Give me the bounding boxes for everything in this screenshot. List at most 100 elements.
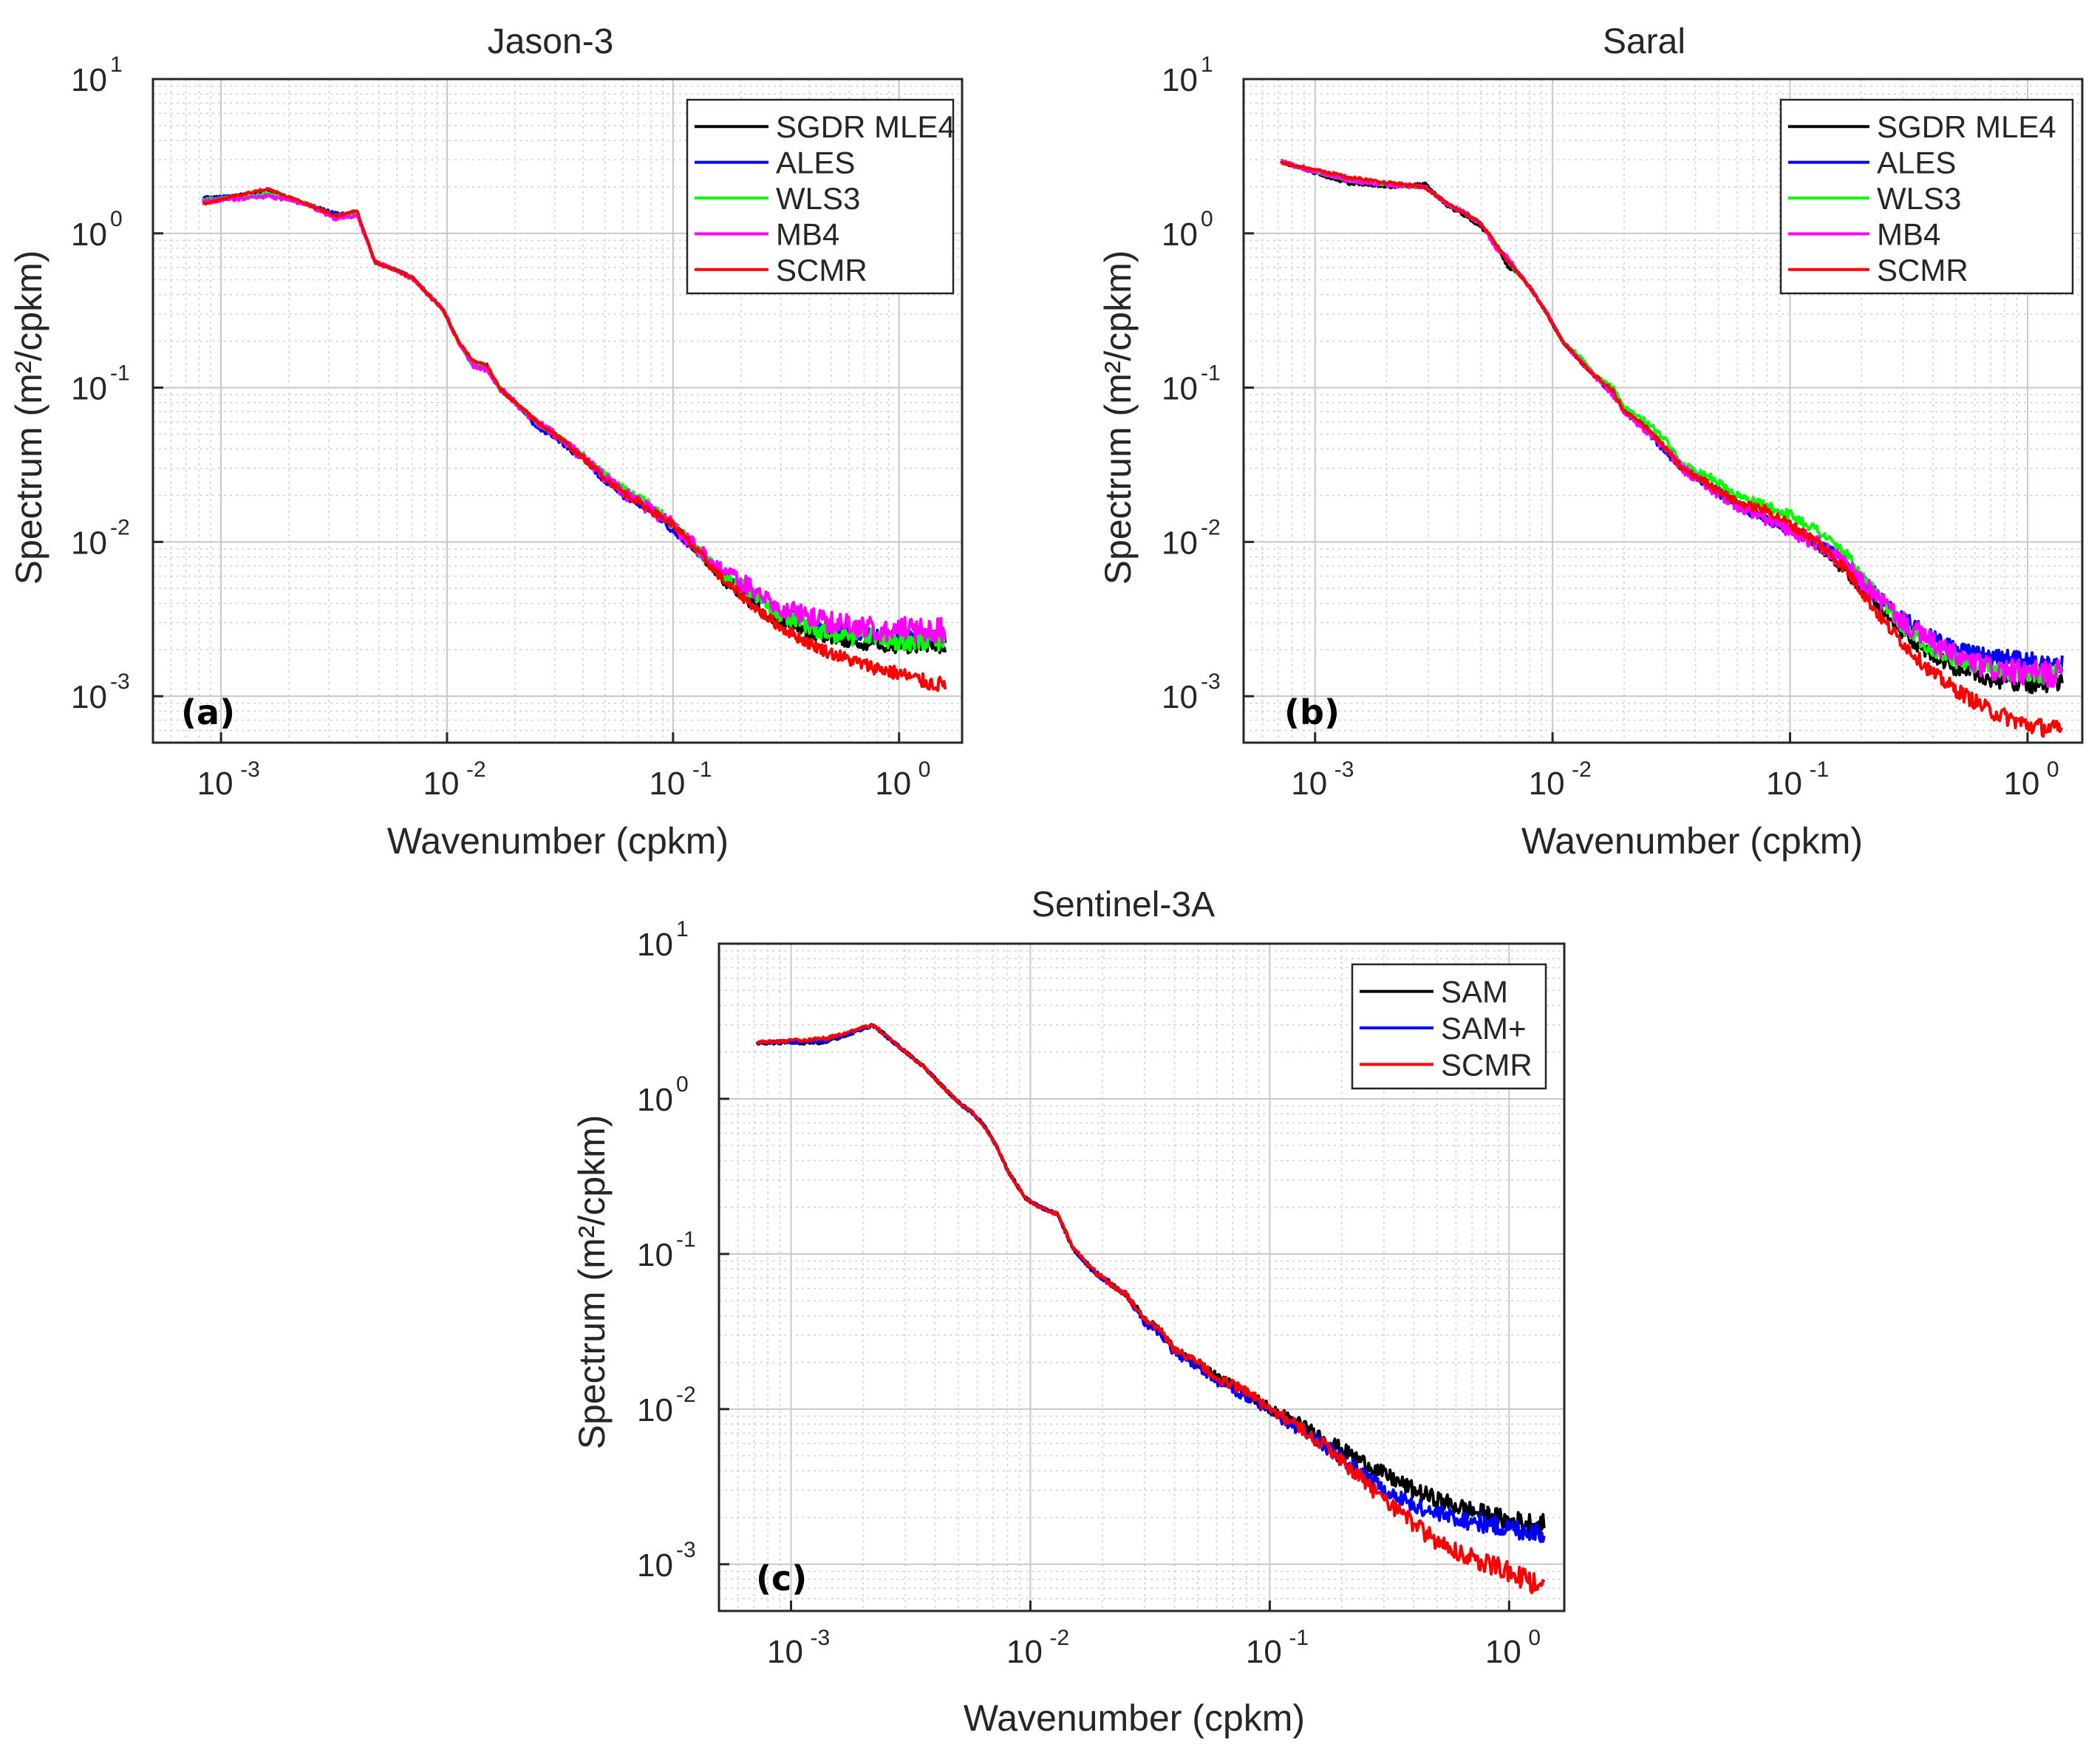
chart-title: Sentinel-3A xyxy=(1032,885,1215,924)
legend-entry-label: SCMR xyxy=(1441,1047,1533,1082)
y-tick-exponent: -1 xyxy=(110,361,130,386)
x-tick-label: 10 xyxy=(649,766,685,802)
legend-entry-label: MB4 xyxy=(776,217,839,251)
x-tick-label: 10 xyxy=(1291,766,1327,802)
legend-entry-label: SGDR MLE4 xyxy=(1877,109,2056,144)
x-tick-exponent: -1 xyxy=(692,757,712,782)
series-group xyxy=(755,1023,1546,1595)
legend-entry-label: ALES xyxy=(1877,146,1956,180)
y-tick-exponent: -1 xyxy=(676,1227,696,1252)
x-tick-exponent: 0 xyxy=(918,757,931,782)
series-line-sam- xyxy=(755,1023,1546,1544)
y-tick-exponent: 1 xyxy=(110,52,123,77)
y-tick-label: 10 xyxy=(637,927,673,963)
panel-label: (c) xyxy=(756,1558,807,1598)
y-tick-label: 10 xyxy=(637,1237,673,1273)
x-tick-labels: 10 -3 10 -2 10 -1 10 0 xyxy=(1291,732,2059,802)
y-tick-label: 10 xyxy=(1162,62,1198,98)
x-tick-label: 10 xyxy=(1006,1634,1043,1670)
y-tick-exponent: -2 xyxy=(110,515,130,539)
x-axis-label: Wavenumber (cpkm) xyxy=(387,820,729,862)
y-axis-label: Spectrum (m²/cpkm) xyxy=(571,1115,613,1450)
axes-box xyxy=(1242,78,2084,744)
panel-label: (b) xyxy=(1284,692,1340,732)
x-tick-label: 10 xyxy=(423,766,459,802)
x-tick-exponent: -3 xyxy=(240,757,260,782)
series-line-sam xyxy=(755,1023,1546,1536)
y-tick-exponent: 0 xyxy=(110,207,123,231)
x-axis-label: Wavenumber (cpkm) xyxy=(1521,820,1863,862)
x-tick-exponent: -3 xyxy=(1334,757,1354,782)
legend-entry-label: SGDR MLE4 xyxy=(776,109,955,144)
x-tick-exponent: 0 xyxy=(2047,757,2059,782)
y-tick-label: 10 xyxy=(71,62,107,98)
y-tick-exponent: 0 xyxy=(1201,207,1213,231)
axes-box xyxy=(717,942,1566,1612)
series-line-scmr xyxy=(202,187,947,692)
y-tick-label: 10 xyxy=(71,217,107,253)
y-tick-label: 10 xyxy=(1162,371,1198,407)
series-group xyxy=(1280,159,2064,738)
legend-entry-label: ALES xyxy=(776,146,855,180)
x-tick-exponent: -2 xyxy=(466,757,486,782)
legend-entry-label: MB4 xyxy=(1877,217,1940,251)
x-tick-label: 10 xyxy=(2003,766,2039,802)
legend-entry-label: WLS3 xyxy=(776,181,860,216)
y-tick-label: 10 xyxy=(1162,525,1198,561)
chart-title: Jason-3 xyxy=(488,22,614,61)
x-tick-label: 10 xyxy=(1485,1634,1521,1670)
x-tick-labels: 10 -3 10 -2 10 -1 10 0 xyxy=(197,732,931,802)
y-tick-label: 10 xyxy=(71,679,107,715)
x-tick-exponent: -1 xyxy=(1810,757,1830,782)
y-tick-exponent: 1 xyxy=(1201,52,1213,77)
legend-entry-label: SAM+ xyxy=(1441,1011,1527,1046)
series-line-scmr xyxy=(1280,160,2063,738)
legend-entry-label: WLS3 xyxy=(1877,181,1961,216)
y-tick-label: 10 xyxy=(71,525,107,561)
y-tick-exponent: -1 xyxy=(1201,361,1221,386)
x-tick-exponent: -2 xyxy=(1049,1626,1069,1650)
x-tick-label: 10 xyxy=(1246,1634,1282,1670)
y-tick-label: 10 xyxy=(71,371,107,407)
y-axis-label: Spectrum (m²/cpkm) xyxy=(1097,251,1139,585)
y-tick-exponent: 1 xyxy=(676,917,689,941)
x-axis-label: Wavenumber (cpkm) xyxy=(964,1697,1305,1739)
x-tick-label: 10 xyxy=(197,766,233,802)
y-axis-label: Spectrum (m²/cpkm) xyxy=(8,251,50,585)
x-tick-label: 10 xyxy=(875,766,911,802)
x-tick-label: 10 xyxy=(1766,766,1802,802)
y-tick-exponent: -2 xyxy=(1201,515,1221,539)
chart-panel-sentinel3a: Sentinel-3A 10 -3 10 -2 10 -1 10 0 10-310-210-1… xyxy=(571,885,1566,1739)
x-tick-label: 10 xyxy=(1529,766,1565,802)
legend-entry-label: SCMR xyxy=(1877,253,1968,287)
y-tick-label: 10 xyxy=(1162,217,1198,253)
series-line-mb4 xyxy=(201,193,947,644)
x-tick-exponent: -2 xyxy=(1572,757,1592,782)
panel-label: (a) xyxy=(181,692,235,732)
y-tick-exponent: -2 xyxy=(676,1383,696,1407)
series-line-scmr xyxy=(755,1023,1546,1595)
x-tick-exponent: 0 xyxy=(1528,1626,1541,1650)
chart-panel-jason3: Jason-3 10 -3 10 -2 10 -1 10 0 10-310-210-110 01… xyxy=(8,22,964,862)
y-tick-exponent: -3 xyxy=(676,1538,696,1562)
y-tick-exponent: -3 xyxy=(1201,670,1221,694)
chart-title: Saral xyxy=(1603,22,1685,61)
axes-box xyxy=(151,78,964,744)
x-tick-exponent: -3 xyxy=(811,1626,831,1650)
y-tick-label: 10 xyxy=(637,1392,673,1428)
grid xyxy=(718,943,1564,1612)
y-tick-label: 10 xyxy=(1162,679,1198,715)
y-tick-label: 10 xyxy=(637,1547,673,1584)
y-tick-exponent: -3 xyxy=(110,670,130,694)
legend-entry-label: SAM xyxy=(1441,975,1508,1009)
x-tick-label: 10 xyxy=(767,1634,803,1670)
legend-entry-label: SCMR xyxy=(776,253,867,287)
y-tick-exponent: 0 xyxy=(676,1072,689,1097)
